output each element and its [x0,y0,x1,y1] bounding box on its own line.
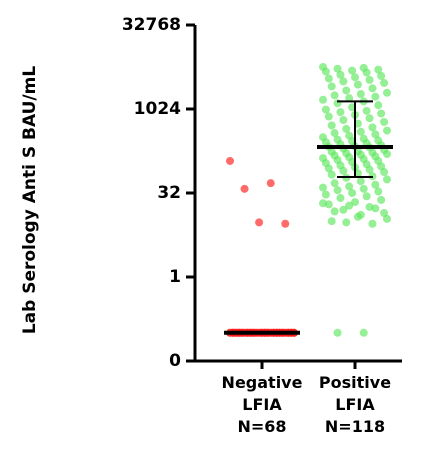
data-point [351,198,359,207]
data-point [371,180,380,189]
y-axis-label: Lab Serology Anti S BAU/mL [20,66,40,335]
data-point [324,112,333,121]
data-point [336,194,345,203]
y-tick-label: 1 [169,267,181,287]
data-point [368,123,377,132]
data-point [374,101,383,110]
data-point [330,129,339,138]
data-point [324,74,333,83]
data-point [371,92,380,101]
data-point [266,179,275,188]
data-point [353,80,362,89]
data-point [327,121,336,130]
y-tick-label: 0 [169,351,181,371]
data-point [333,186,342,195]
data-point [333,99,342,108]
data-point [319,183,327,192]
data-point [321,67,330,76]
data-point [321,190,330,199]
data-point [324,164,333,173]
data-point [383,88,391,97]
data-point [333,64,342,73]
data-point [339,166,348,175]
data-point [345,182,354,191]
data-point [319,95,327,104]
x-tick-label: Negative LFIA N=68 [221,373,303,436]
data-point [345,94,354,103]
data-point [351,73,359,82]
y-tick-label: 1024 [134,99,181,119]
data-point [380,168,389,177]
data-point [345,201,354,210]
data-point [342,86,351,95]
data-point [383,126,391,135]
data-point [330,179,339,188]
data-point [356,210,365,219]
data-point [365,75,374,84]
data-point [365,114,374,123]
data-point [362,106,371,115]
data-point [362,192,371,201]
data-point [356,90,365,99]
data-point [281,219,290,228]
data-point [330,91,339,100]
data-point [368,219,377,228]
data-point [330,207,339,216]
data-point [327,170,336,179]
data-point [339,205,348,214]
data-point [362,68,371,77]
data-point [383,214,391,223]
data-point [356,177,365,186]
data-point [374,187,383,196]
data-point [359,184,368,193]
data-point [348,189,357,197]
data-point [240,184,249,193]
x-tick-label: Positive LFIA N=118 [318,373,392,436]
data-point [371,204,380,213]
data-point [339,77,348,86]
data-point [321,105,330,114]
data-point [319,199,327,208]
data-point [377,109,386,118]
data-point [333,328,342,337]
data-point [327,82,336,91]
y-tick-label: 32 [157,183,181,203]
data-point [336,108,345,117]
data-point [377,195,386,204]
data-point [365,165,374,174]
data-point [359,328,368,337]
data-point [226,156,234,165]
data-point [348,66,357,75]
data-point [255,218,264,227]
data-point [374,65,383,74]
data-point [356,127,365,136]
data-point [336,70,345,79]
data-point [371,130,380,139]
data-point [368,84,377,93]
data-point [383,149,391,158]
data-point [339,116,348,125]
y-tick-label: 32768 [122,15,181,35]
data-point [383,175,391,184]
data-point [327,217,336,226]
data-point [342,218,351,227]
data-point [342,124,351,133]
data-point [380,78,389,87]
data-point [380,117,389,126]
data-point [377,71,386,80]
